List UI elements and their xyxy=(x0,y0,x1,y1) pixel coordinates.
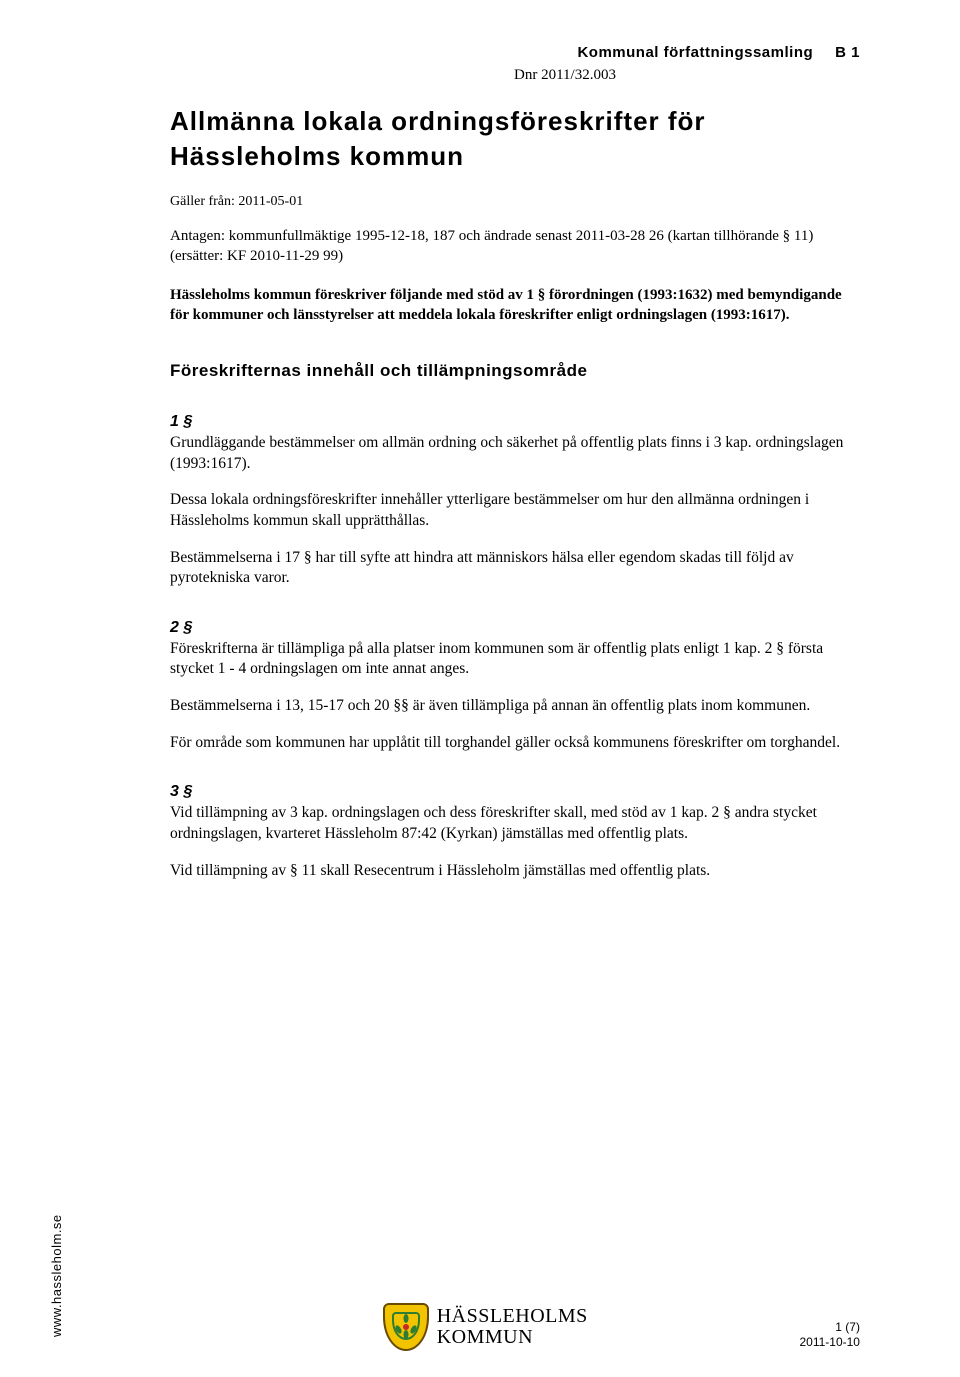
document-title: Allmänna lokala ordningsföreskrifter för… xyxy=(170,104,860,174)
municipal-crest-icon xyxy=(383,1303,425,1351)
org-line1: HÄSSLEHOLMS xyxy=(437,1306,588,1327)
preamble: Hässleholms kommun föreskriver följande … xyxy=(170,285,860,326)
paragraph: Grundläggande bestämmelser om allmän ord… xyxy=(170,433,860,474)
section-number: 2 § xyxy=(170,619,860,637)
footer: HÄSSLEHOLMS KOMMUN 1 (7) 2011-10-10 xyxy=(170,1303,860,1351)
section-1: 1 § Grundläggande bestämmelser om allmän… xyxy=(170,413,860,589)
paragraph: Vid tillämpning av § 11 skall Resecentru… xyxy=(170,861,860,882)
website-url-vertical: www.hassleholm.se xyxy=(49,1214,64,1337)
collection-code: B 1 xyxy=(835,44,860,61)
paragraph: Vid tillämpning av 3 kap. ordningslagen … xyxy=(170,803,860,844)
collection-title: Kommunal författningssamling xyxy=(577,44,813,61)
paragraph: Bestämmelserna i 17 § har till syfte att… xyxy=(170,548,860,589)
applies-from: Gäller från: 2011-05-01 xyxy=(170,194,860,210)
shield-icon xyxy=(383,1303,429,1351)
section-2: 2 § Föreskrifterna är tillämpliga på all… xyxy=(170,619,860,753)
paragraph: Föreskrifterna är tillämpliga på alla pl… xyxy=(170,639,860,680)
section-number: 1 § xyxy=(170,413,860,431)
header-top: Kommunal författningssamling B 1 xyxy=(170,44,860,61)
paragraph: För område som kommunen har upplåtit til… xyxy=(170,733,860,754)
section-heading: Föreskrifternas innehåll och tillämpning… xyxy=(170,361,860,381)
section-3: 3 § Vid tillämpning av 3 kap. ordningsla… xyxy=(170,783,860,881)
org-name: HÄSSLEHOLMS KOMMUN xyxy=(437,1306,588,1348)
section-number: 3 § xyxy=(170,783,860,801)
page-date: 2011-10-10 xyxy=(799,1335,860,1351)
org-line2: KOMMUN xyxy=(437,1327,588,1348)
paragraph: Bestämmelserna i 13, 15-17 och 20 §§ är … xyxy=(170,696,860,717)
page-number: 1 (7) xyxy=(799,1320,860,1336)
paragraph: Dessa lokala ordningsföreskrifter innehå… xyxy=(170,490,860,531)
page-meta: 1 (7) 2011-10-10 xyxy=(799,1320,860,1351)
footer-center: HÄSSLEHOLMS KOMMUN xyxy=(383,1303,588,1351)
adopted-info: Antagen: kommunfullmäktige 1995-12-18, 1… xyxy=(170,226,860,267)
dnr-line: Dnr 2011/32.003 xyxy=(270,67,860,84)
spacer xyxy=(813,44,835,61)
document-page: Kommunal författningssamling B 1 Dnr 201… xyxy=(0,0,960,1377)
